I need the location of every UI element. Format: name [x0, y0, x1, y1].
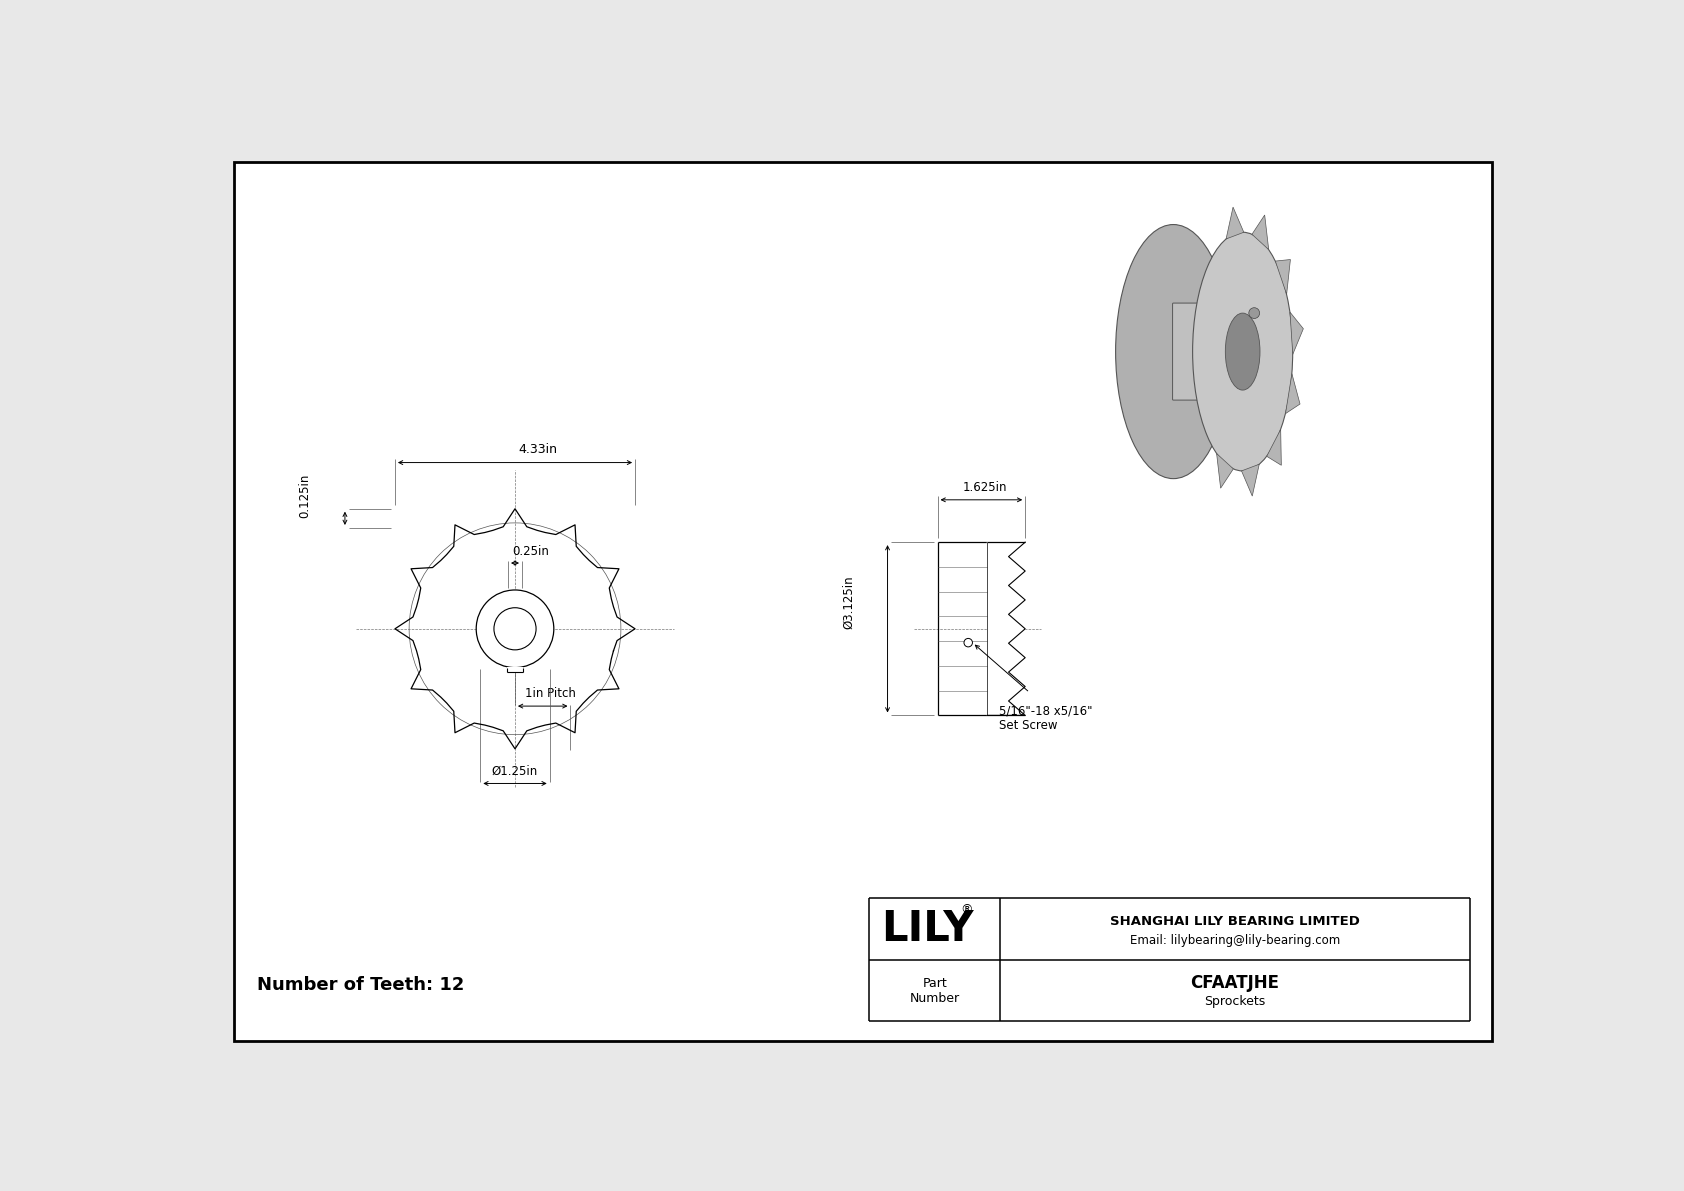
Polygon shape — [1285, 374, 1300, 413]
Circle shape — [477, 590, 554, 668]
Text: Ø3.125in: Ø3.125in — [842, 575, 855, 629]
Text: ®: ® — [962, 903, 973, 916]
Text: 1in Pitch: 1in Pitch — [525, 687, 576, 700]
Polygon shape — [1241, 464, 1260, 497]
Polygon shape — [396, 509, 635, 749]
Text: 1.625in: 1.625in — [963, 481, 1007, 493]
Bar — [507, 667, 524, 672]
Text: Email: lilybearing@lily-bearing.com: Email: lilybearing@lily-bearing.com — [1130, 934, 1340, 947]
Text: SHANGHAI LILY BEARING LIMITED: SHANGHAI LILY BEARING LIMITED — [1110, 915, 1361, 928]
Polygon shape — [1275, 260, 1290, 294]
Text: CFAATJHE: CFAATJHE — [1191, 974, 1280, 992]
Text: 5/16"-18 x5/16"
Set Screw: 5/16"-18 x5/16" Set Screw — [999, 704, 1093, 732]
Polygon shape — [1251, 216, 1268, 250]
Ellipse shape — [1226, 313, 1260, 391]
FancyBboxPatch shape — [1172, 303, 1243, 400]
Text: 0.125in: 0.125in — [298, 474, 312, 518]
Text: Number of Teeth: 12: Number of Teeth: 12 — [258, 975, 465, 993]
Circle shape — [493, 607, 536, 650]
Text: Sprockets: Sprockets — [1204, 994, 1266, 1008]
Polygon shape — [1290, 312, 1303, 355]
Ellipse shape — [1115, 225, 1231, 479]
Text: LILY: LILY — [881, 908, 973, 950]
Ellipse shape — [1192, 232, 1293, 470]
Circle shape — [963, 638, 972, 647]
Polygon shape — [1216, 454, 1233, 488]
Polygon shape — [987, 542, 1026, 716]
Polygon shape — [1226, 207, 1244, 239]
Text: Ø1.25in: Ø1.25in — [492, 765, 539, 778]
Text: 4.33in: 4.33in — [519, 443, 557, 456]
Circle shape — [1250, 307, 1260, 318]
Text: 0.25in: 0.25in — [512, 544, 549, 557]
Text: Part
Number: Part Number — [909, 977, 960, 1005]
Polygon shape — [1266, 430, 1282, 466]
